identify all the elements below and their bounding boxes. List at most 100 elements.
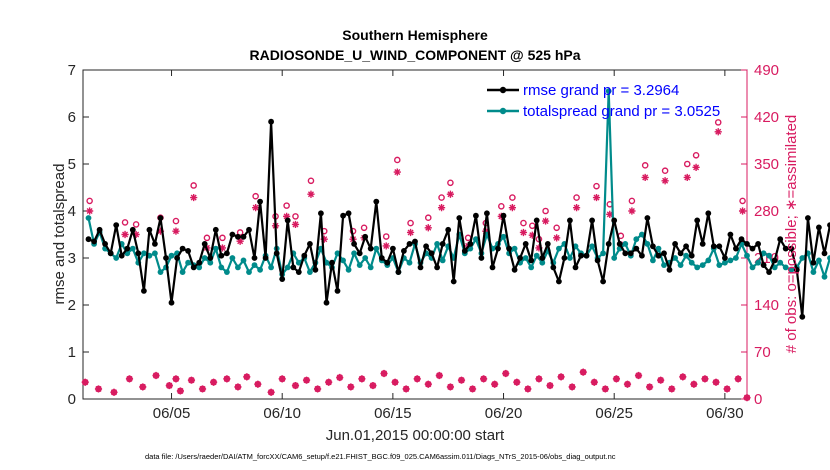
rmse-point [212,226,219,233]
totalspread-point [760,250,767,257]
rmse-point [356,250,363,257]
totalspread-point [716,262,723,268]
totalspread-point [307,269,313,275]
obs-assimilated-marker [457,376,466,384]
rmse-point [644,215,651,221]
obs-assimilated-marker [278,375,286,383]
obs-assimilated-marker [121,230,129,239]
obs-possible-marker [683,160,691,168]
obs-assimilated-marker [236,237,244,245]
rmse-point [262,255,269,261]
rmse-point [290,264,297,271]
rmse-point [766,269,772,275]
y-tick-label-right: 0 [754,391,762,408]
obs-assimilated-marker [424,380,432,388]
rmse-point [445,226,452,233]
obs-assimilated-marker [209,378,218,386]
rmse-point [301,252,308,259]
totalspread-point [777,259,784,266]
rmse-series [85,118,830,320]
rmse-point [362,233,369,240]
rmse-point [677,250,684,257]
totalspread-point [179,269,186,275]
obs-assimilated-marker [86,207,94,215]
rmse-point [118,252,125,259]
totalspread-point [633,236,640,243]
rmse-point [749,245,756,252]
rmse-point [201,241,208,247]
obs-assimilated-marker [336,373,344,382]
totalspread-point [816,257,822,264]
obs-assimilated-marker [579,368,587,376]
totalspread-point [439,257,446,264]
rmse-point [345,210,352,217]
obs-assimilated-marker [628,207,636,215]
obs-assimilated-marker [738,207,747,215]
totalspread-point [268,264,274,271]
totalspread-point [157,269,164,275]
obs-assimilated-marker [601,385,609,393]
rmse-point [395,269,402,275]
totalspread-point [722,259,728,266]
obs-assimilated-marker [187,376,196,384]
obs-possible-marker [739,197,746,205]
rmse-point [722,255,728,261]
x-tick-label: 06/25 [595,405,633,422]
obs-assimilated-marker [668,385,676,393]
rmse-point [484,210,490,217]
x-axis-label: Jun.01,2015 00:00:00 start [326,427,505,444]
obs-possible-marker [520,219,527,227]
rmse-point [522,241,529,247]
rmse-point [423,243,429,250]
rmse-point [157,215,164,221]
plot-area [82,69,748,400]
rmse-point [788,245,795,252]
rmse-point [279,276,286,282]
totalspread-point [821,273,828,280]
obs-assimilated-marker [572,204,581,212]
totalspread-point [240,257,247,264]
rmse-point [251,255,258,261]
totalspread-point [201,255,208,261]
totalspread-point [246,269,252,275]
totalspread-point [522,255,529,261]
rmse-point [334,288,341,294]
rmse-point [307,241,313,247]
totalspread-point [284,264,291,271]
obs-possible-marker [203,234,211,242]
totalspread-point [500,233,507,240]
obs-assimilated-marker [468,385,477,393]
rmse-point [318,210,324,217]
rmse-point [583,252,590,259]
totalspread-point [672,255,678,261]
obs-assimilated-marker [546,381,554,390]
totalspread-point [705,257,712,264]
rmse-point [827,222,830,228]
rmse-point [124,245,131,252]
obs-assimilated-marker [592,193,601,202]
obs-assimilated-marker [94,385,103,393]
obs-possible-marker [283,202,290,209]
obs-possible-marker [498,202,505,210]
rmse-point [235,233,241,240]
totalspread-point [351,250,357,257]
obs-assimilated-marker [243,373,251,381]
totalspread-point [196,264,203,271]
obs-assimilated-marker [683,173,691,182]
obs-assimilated-marker [535,375,543,383]
rmse-point [113,222,120,229]
rmse-point [340,212,346,219]
rmse-point [246,226,252,233]
totalspread-point [539,259,546,266]
rmse-point [268,118,274,125]
totalspread-point [782,264,789,271]
totalspread-point [113,255,120,261]
obs-assimilated-marker [267,388,275,396]
rmse-point [168,299,175,306]
x-tick-label: 06/05 [153,405,191,422]
rmse-point [511,266,518,273]
totalspread-point [257,266,263,273]
totalspread-point [799,255,806,261]
totalspread-point [334,250,341,257]
obs-possible-marker [692,151,700,159]
